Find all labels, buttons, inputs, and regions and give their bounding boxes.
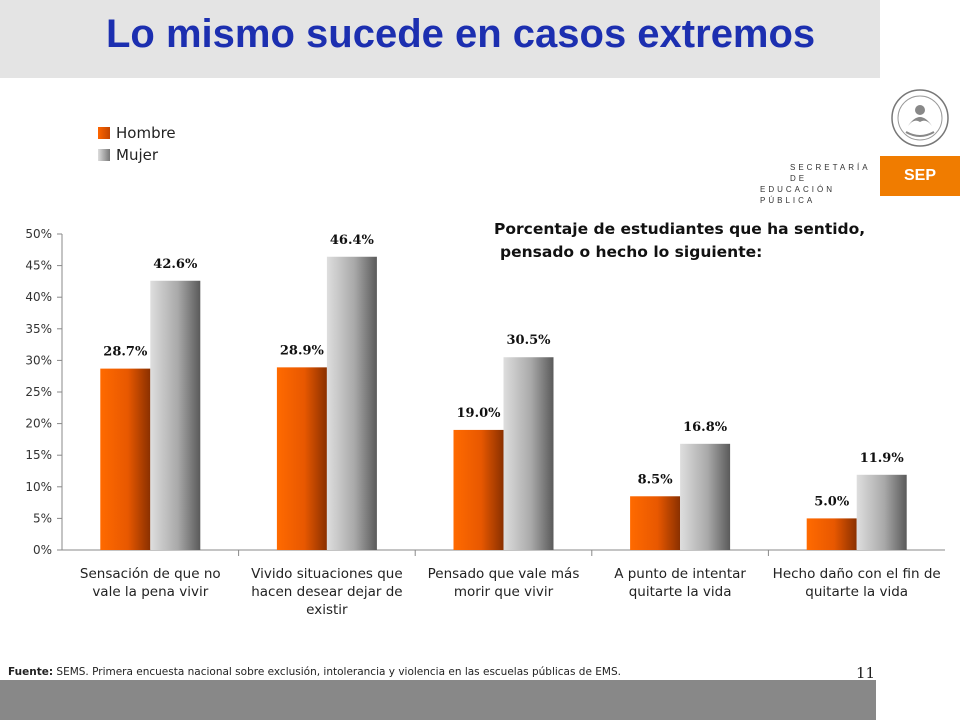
y-tick-label: 25%	[25, 385, 52, 399]
y-tick-label: 5%	[33, 511, 52, 525]
y-tick-label: 20%	[25, 417, 52, 431]
bar-mujer	[856, 474, 907, 550]
data-label: 30.5%	[506, 333, 551, 348]
sep-logo: SEP	[880, 156, 960, 196]
chart-bars	[100, 256, 907, 550]
bottom-bar	[0, 680, 876, 720]
subtitle-line1: Porcentaje de estudiantes que ha sentido…	[494, 220, 866, 238]
bar-mujer	[150, 280, 201, 550]
x-tick-label-line: Hecho daño con el fin de	[773, 566, 941, 582]
x-tick-label-line: A punto de intentar	[614, 566, 746, 582]
bar-hombre	[630, 496, 681, 550]
bar-mujer	[326, 256, 377, 550]
bar-hombre	[453, 429, 504, 550]
slide-title: Lo mismo sucede en casos extremos	[106, 12, 816, 56]
x-tick-label-line: morir que vivir	[454, 584, 554, 600]
x-tick-label-line: Sensación de que no	[80, 566, 221, 582]
data-label: 28.7%	[103, 345, 148, 360]
x-tick-label: A punto de intentar quitarte la vida	[614, 566, 746, 600]
y-tick-label: 35%	[25, 322, 52, 336]
chart-legend: Hombre Mujer	[98, 122, 176, 166]
bar-mujer	[503, 357, 554, 550]
legend-label-mujer: Mujer	[116, 146, 159, 164]
data-label: 16.8%	[683, 420, 728, 435]
title-bar	[0, 0, 880, 78]
y-tick-label: 50%	[25, 227, 52, 241]
x-tick-label-line: quitarte la vida	[805, 584, 908, 600]
y-tick-label: 40%	[25, 290, 52, 304]
x-tick-label-line: Pensado que vale más	[428, 566, 580, 582]
y-tick-label: 30%	[25, 353, 52, 367]
chart-labels: 28.7% 42.6% Sensación de que no vale la pen…	[80, 233, 941, 618]
x-tick-label-line: hacen desear dejar de	[251, 584, 402, 600]
x-tick-label: Hecho daño con el fin de quitarte la vida	[773, 566, 941, 600]
x-tick-label: Pensado que vale más morir que vivir	[428, 566, 580, 600]
x-tick-label: Vivido situaciones que hacen desear dejar…	[251, 566, 403, 618]
legend-item-mujer: Mujer	[98, 144, 176, 166]
x-tick-label-line: Vivido situaciones que	[251, 566, 403, 582]
bar-chart: 0% 5% 10% 15% 20% 25% 30% 35% 40% 45% 50% 28.7% 42.…	[25, 227, 945, 618]
x-tick-label-line: existir	[306, 602, 348, 618]
bar-hombre	[276, 367, 327, 550]
legend-swatch-hombre	[98, 127, 110, 139]
bar-hombre	[100, 368, 151, 550]
source-note: Fuente: SEMS. Primera encuesta nacional …	[8, 666, 868, 678]
x-tick-label: Sensación de que no vale la pena vivir	[80, 566, 221, 600]
y-tick-label: 45%	[25, 259, 52, 273]
bar-hombre	[806, 518, 857, 550]
legend-item-hombre: Hombre	[98, 122, 176, 144]
data-label: 8.5%	[638, 472, 674, 487]
data-label: 11.9%	[860, 451, 905, 466]
x-tick-label-line: vale la pena vivir	[92, 584, 208, 600]
data-label: 42.6%	[153, 257, 198, 272]
secretaria-line1: SECRETARÍA DE	[790, 163, 871, 183]
data-label: 5.0%	[814, 494, 850, 509]
legend-swatch-mujer	[98, 149, 110, 161]
subtitle-line2: pensado o hecho lo siguiente:	[500, 243, 763, 261]
y-tick-label: 0%	[33, 543, 52, 557]
data-label: 28.9%	[280, 343, 325, 358]
bar-mujer	[680, 443, 731, 550]
data-label: 19.0%	[456, 406, 501, 421]
data-label: 46.4%	[330, 233, 375, 248]
coat-of-arms-seal-icon	[891, 89, 949, 147]
page-number: 11	[856, 664, 876, 682]
legend-label-hombre: Hombre	[116, 124, 176, 142]
y-tick-label: 15%	[25, 448, 52, 462]
y-tick-label: 10%	[25, 480, 52, 494]
x-tick-label-line: quitarte la vida	[629, 584, 732, 600]
chart-subtitle: Porcentaje de estudiantes que ha sentido…	[494, 218, 934, 264]
source-label: Fuente:	[8, 666, 54, 678]
source-text: SEMS. Primera encuesta nacional sobre ex…	[56, 666, 621, 678]
secretaria-line2: EDUCACIÓN PÚBLICA	[760, 185, 836, 205]
secretaria-label: SECRETARÍA DE EDUCACIÓN PÚBLICA	[760, 162, 872, 206]
